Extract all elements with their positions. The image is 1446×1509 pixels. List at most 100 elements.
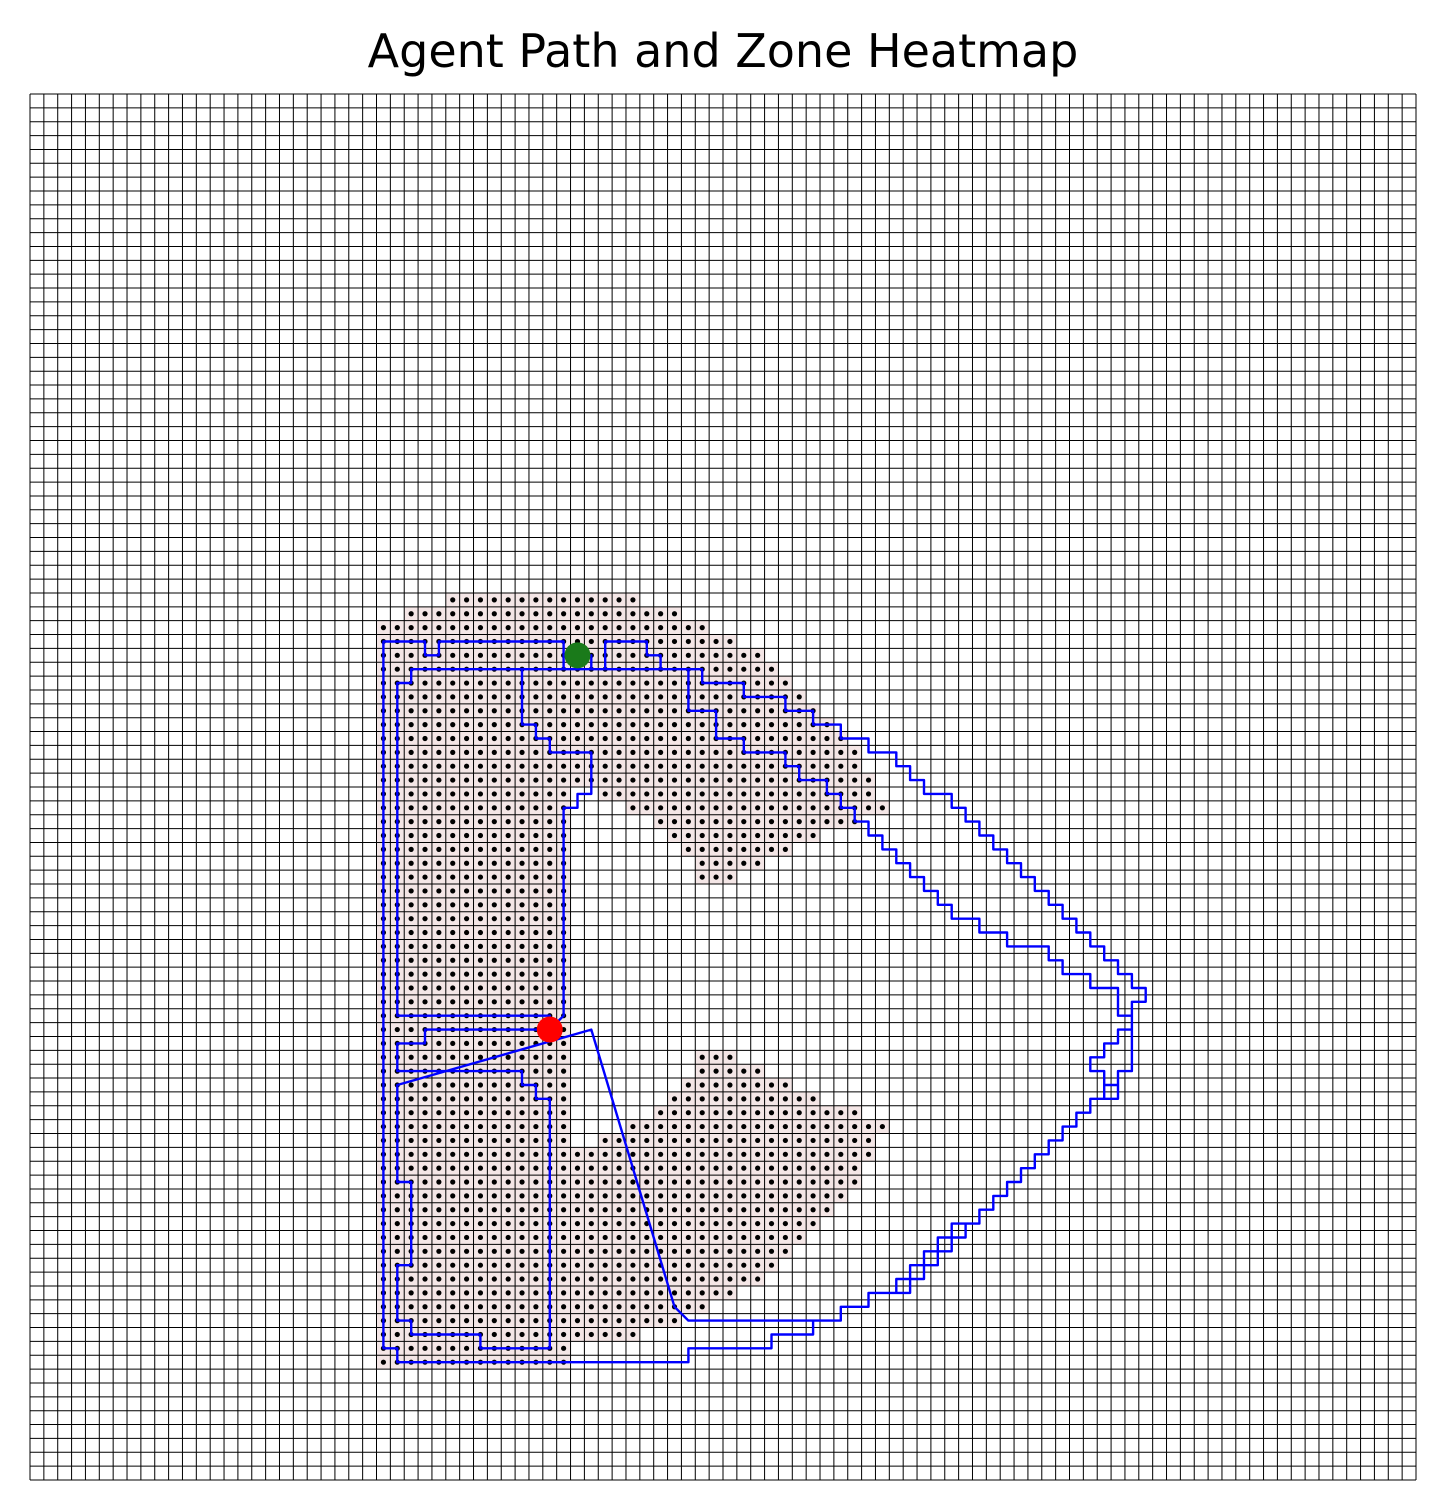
- visited-dot: [547, 791, 553, 797]
- visited-dot: [422, 888, 428, 894]
- visited-dot: [768, 1262, 775, 1268]
- visited-dot: [699, 805, 705, 811]
- visited-dot: [630, 805, 636, 811]
- visited-dot: [491, 1318, 497, 1324]
- visited-dot: [561, 1165, 567, 1171]
- visited-dot: [713, 832, 719, 839]
- visited-dot: [727, 1110, 733, 1116]
- visited-dot: [685, 749, 691, 755]
- visited-dot: [463, 1318, 470, 1324]
- visited-dot: [699, 1262, 705, 1268]
- visited-dot: [727, 1262, 733, 1268]
- visited-dot: [561, 1040, 567, 1047]
- visited-dot: [533, 1165, 539, 1171]
- visited-dot: [727, 722, 733, 728]
- visited-dot: [699, 1193, 705, 1199]
- visited-dot: [658, 1220, 664, 1227]
- visited-dot: [505, 1096, 511, 1102]
- visited-dot: [422, 749, 428, 755]
- visited-dot: [408, 1151, 414, 1157]
- visited-dot: [616, 1151, 622, 1157]
- visited-dot: [450, 819, 456, 825]
- visited-dot: [533, 943, 539, 949]
- visited-dot: [713, 1068, 719, 1074]
- visited-dot: [782, 1234, 788, 1241]
- visited-dot: [422, 1207, 428, 1213]
- visited-dot: [491, 1207, 497, 1213]
- grid-lines: [29, 93, 1417, 1481]
- visited-dot: [450, 1234, 456, 1241]
- visited-dot: [422, 1318, 428, 1324]
- visited-dot: [685, 805, 691, 811]
- visited-dot: [602, 1304, 608, 1310]
- visited-dot: [422, 1137, 428, 1144]
- visited-dot: [505, 1193, 511, 1199]
- visited-dot: [436, 1262, 442, 1268]
- visited-dot: [630, 763, 636, 769]
- visited-dot: [727, 874, 733, 880]
- visited-dot: [533, 625, 539, 631]
- visited-dot: [519, 832, 525, 839]
- visited-dot: [810, 749, 816, 755]
- visited-dot: [699, 860, 705, 866]
- visited-dot: [685, 722, 691, 728]
- start-point-marker: [564, 642, 591, 669]
- visited-dot: [463, 1276, 470, 1282]
- visited-dot: [713, 1262, 719, 1268]
- visited-dot: [519, 888, 525, 894]
- visited-dot: [658, 611, 664, 617]
- visited-dot: [727, 1248, 733, 1254]
- visited-dot: [547, 929, 553, 936]
- visited-dot: [519, 1151, 525, 1157]
- visited-dot: [782, 735, 788, 742]
- visited-dot: [574, 1220, 581, 1227]
- visited-dot: [713, 749, 719, 755]
- visited-dot: [408, 1054, 414, 1060]
- visited-dot: [491, 832, 497, 839]
- visited-dot: [741, 1165, 747, 1171]
- visited-dot: [727, 1234, 733, 1241]
- visited-dot: [463, 1040, 470, 1047]
- visited-dot: [782, 1151, 788, 1157]
- visited-dot: [685, 777, 691, 783]
- visited-dot: [699, 638, 705, 645]
- visited-dot: [713, 1248, 719, 1254]
- visited-dot: [741, 652, 747, 658]
- visited-dot: [713, 1276, 719, 1282]
- visited-dot: [810, 1220, 816, 1227]
- visited-dot: [422, 971, 428, 977]
- visited-dot: [519, 846, 525, 852]
- visited-dot: [505, 1220, 511, 1227]
- visited-dot: [865, 1123, 872, 1130]
- visited-dot: [491, 1082, 497, 1088]
- visited-dot: [519, 1207, 525, 1213]
- visited-dot: [768, 680, 775, 686]
- visited-dot: [685, 1110, 691, 1116]
- visited-dot: [561, 625, 567, 631]
- visited-dot: [450, 791, 456, 797]
- visited-dot: [713, 819, 719, 825]
- visited-dot: [574, 1165, 581, 1171]
- visited-dot: [630, 791, 636, 797]
- visited-dot: [824, 1137, 830, 1144]
- visited-dot: [422, 819, 428, 825]
- visited-dot: [422, 1151, 428, 1157]
- visited-dot: [810, 1096, 816, 1102]
- visited-dot: [408, 916, 414, 922]
- visited-dot: [699, 735, 705, 742]
- visited-dot: [477, 652, 484, 658]
- visited-dot: [533, 1207, 539, 1213]
- visited-dot: [463, 819, 470, 825]
- visited-dot: [561, 1207, 567, 1213]
- visited-dot: [685, 1096, 691, 1102]
- visited-dot: [533, 1276, 539, 1282]
- visited-dot: [463, 735, 470, 742]
- visited-dot: [547, 722, 553, 728]
- visited-dot: [561, 708, 567, 714]
- visited-dot: [505, 1318, 511, 1324]
- visited-dot: [436, 1248, 442, 1254]
- visited-dot: [477, 1262, 484, 1268]
- visited-dot: [824, 819, 830, 825]
- visited-dot: [727, 1082, 733, 1088]
- visited-dot: [671, 1151, 678, 1157]
